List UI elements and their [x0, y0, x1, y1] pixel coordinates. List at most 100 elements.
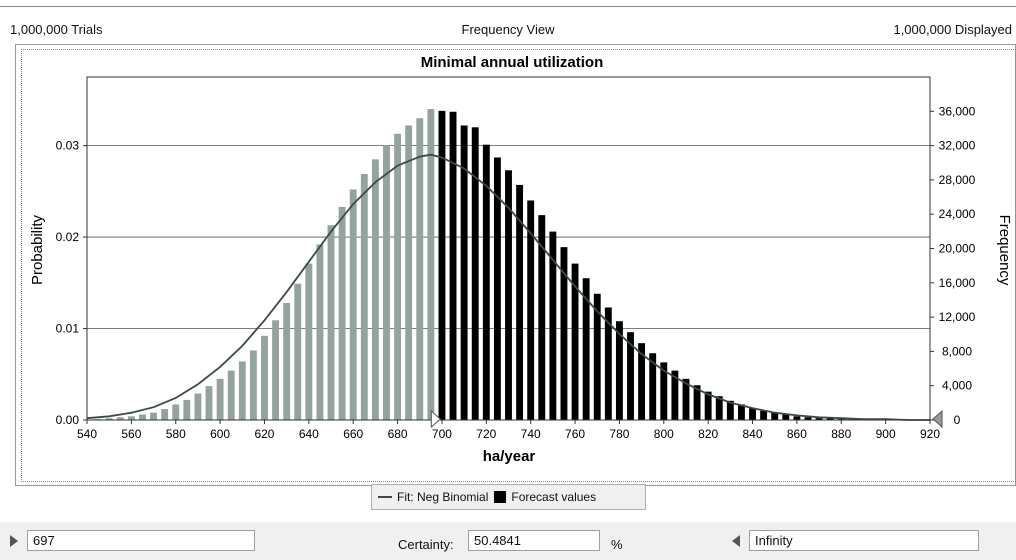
bar	[649, 353, 657, 420]
bar	[360, 173, 368, 420]
bar	[771, 412, 779, 420]
bar	[560, 247, 568, 420]
bar	[793, 416, 801, 420]
x-tick-label: 600	[210, 427, 230, 441]
bar	[638, 343, 646, 420]
bar	[815, 418, 823, 420]
y-left-tick-label: 0.00	[56, 413, 80, 427]
bar	[471, 127, 479, 420]
percent-label: %	[611, 537, 623, 552]
bar	[127, 416, 135, 420]
bar	[139, 414, 146, 420]
y-right-tick-label: 12,000	[939, 310, 976, 324]
certainty-input[interactable]: 50.4841	[468, 530, 600, 551]
bar	[726, 400, 734, 420]
bar	[482, 144, 490, 420]
bar	[172, 404, 180, 420]
bar	[449, 111, 457, 421]
bar	[627, 332, 634, 420]
bar	[582, 278, 590, 420]
y-right-tick-label: 0	[954, 413, 961, 427]
right-bound-marker-icon	[932, 409, 943, 429]
right-grabber-icon[interactable]	[732, 535, 740, 547]
y-axis-left-label: Probability	[29, 214, 46, 285]
bar	[116, 417, 124, 420]
y-right-tick-label: 4,000	[942, 379, 972, 393]
bar	[394, 133, 402, 420]
y-right-tick-label: 8,000	[942, 344, 972, 358]
bar	[693, 385, 701, 420]
bar	[294, 283, 302, 420]
bar	[704, 391, 712, 420]
bar	[427, 109, 435, 420]
bar	[760, 410, 768, 420]
bar	[782, 414, 790, 420]
x-tick-label: 860	[787, 427, 807, 441]
bar	[238, 361, 246, 420]
bar	[538, 215, 546, 420]
bar	[737, 404, 745, 420]
x-tick-label: 680	[388, 427, 408, 441]
x-tick-label: 760	[565, 427, 585, 441]
x-tick-label: 660	[343, 427, 363, 441]
x-tick-label: 540	[77, 427, 97, 441]
bar	[338, 206, 346, 420]
bar	[527, 200, 535, 420]
y-axis-right-label: Frequency	[996, 215, 1013, 286]
bar	[183, 399, 191, 420]
bar	[516, 184, 524, 420]
bar	[416, 118, 424, 420]
bar	[305, 263, 313, 420]
certainty-label: Certainty:	[398, 537, 454, 552]
y-right-tick-label: 24,000	[939, 207, 976, 221]
forecast-swatch	[494, 491, 507, 503]
bar	[405, 125, 413, 421]
bar	[826, 418, 834, 420]
y-right-tick-label: 28,000	[939, 173, 976, 187]
x-tick-label: 700	[432, 427, 452, 441]
bar	[804, 417, 812, 420]
x-tick-label: 720	[476, 427, 496, 441]
bar	[571, 263, 579, 420]
certainty-bar: 697 Certainty: 50.4841 % Infinity	[0, 522, 1016, 560]
chart-legend: Fit: Neg Binomial Forecast values	[371, 484, 646, 510]
bar	[671, 370, 679, 420]
bars-layer	[94, 109, 878, 421]
axes-layer: 0.00 0.01 0.02 0.03 0 4,000 8,000 12,000 16,000 2…	[56, 76, 976, 441]
bar	[493, 157, 501, 420]
x-tick-label: 580	[166, 427, 186, 441]
bar	[593, 293, 601, 420]
bar	[194, 393, 202, 420]
x-tick-label: 920	[920, 427, 940, 441]
bar	[161, 409, 169, 420]
left-grabber-icon[interactable]	[10, 535, 18, 547]
x-tick-label: 840	[743, 427, 763, 441]
x-tick-label: 820	[698, 427, 718, 441]
trials-count: 1,000,000 Trials	[10, 22, 103, 37]
y-right-tick-label: 36,000	[939, 104, 976, 118]
x-tick-label: 900	[876, 427, 896, 441]
bar	[205, 386, 213, 420]
left-bound-input[interactable]: 697	[27, 530, 255, 551]
bar	[604, 307, 612, 420]
bar	[227, 370, 235, 420]
bar	[505, 170, 512, 420]
right-bound-input[interactable]: Infinity	[749, 530, 979, 551]
bar	[327, 225, 335, 420]
x-tick-label: 560	[121, 427, 141, 441]
bar	[261, 335, 268, 420]
x-tick-label: 800	[654, 427, 674, 441]
view-mode-label: Frequency View	[461, 22, 555, 37]
legend-fit-label: Fit: Neg Binomial	[397, 490, 489, 504]
displayed-count: 1,000,000 Displayed	[893, 22, 1012, 37]
top-divider	[0, 6, 1016, 7]
bar	[272, 320, 280, 420]
bar	[216, 378, 224, 420]
bar	[615, 321, 623, 420]
bar	[682, 378, 690, 420]
bar	[660, 362, 668, 420]
bar	[715, 396, 723, 420]
y-right-tick-label: 20,000	[939, 242, 976, 256]
bar	[105, 418, 113, 420]
split-marker-icon	[430, 409, 442, 429]
